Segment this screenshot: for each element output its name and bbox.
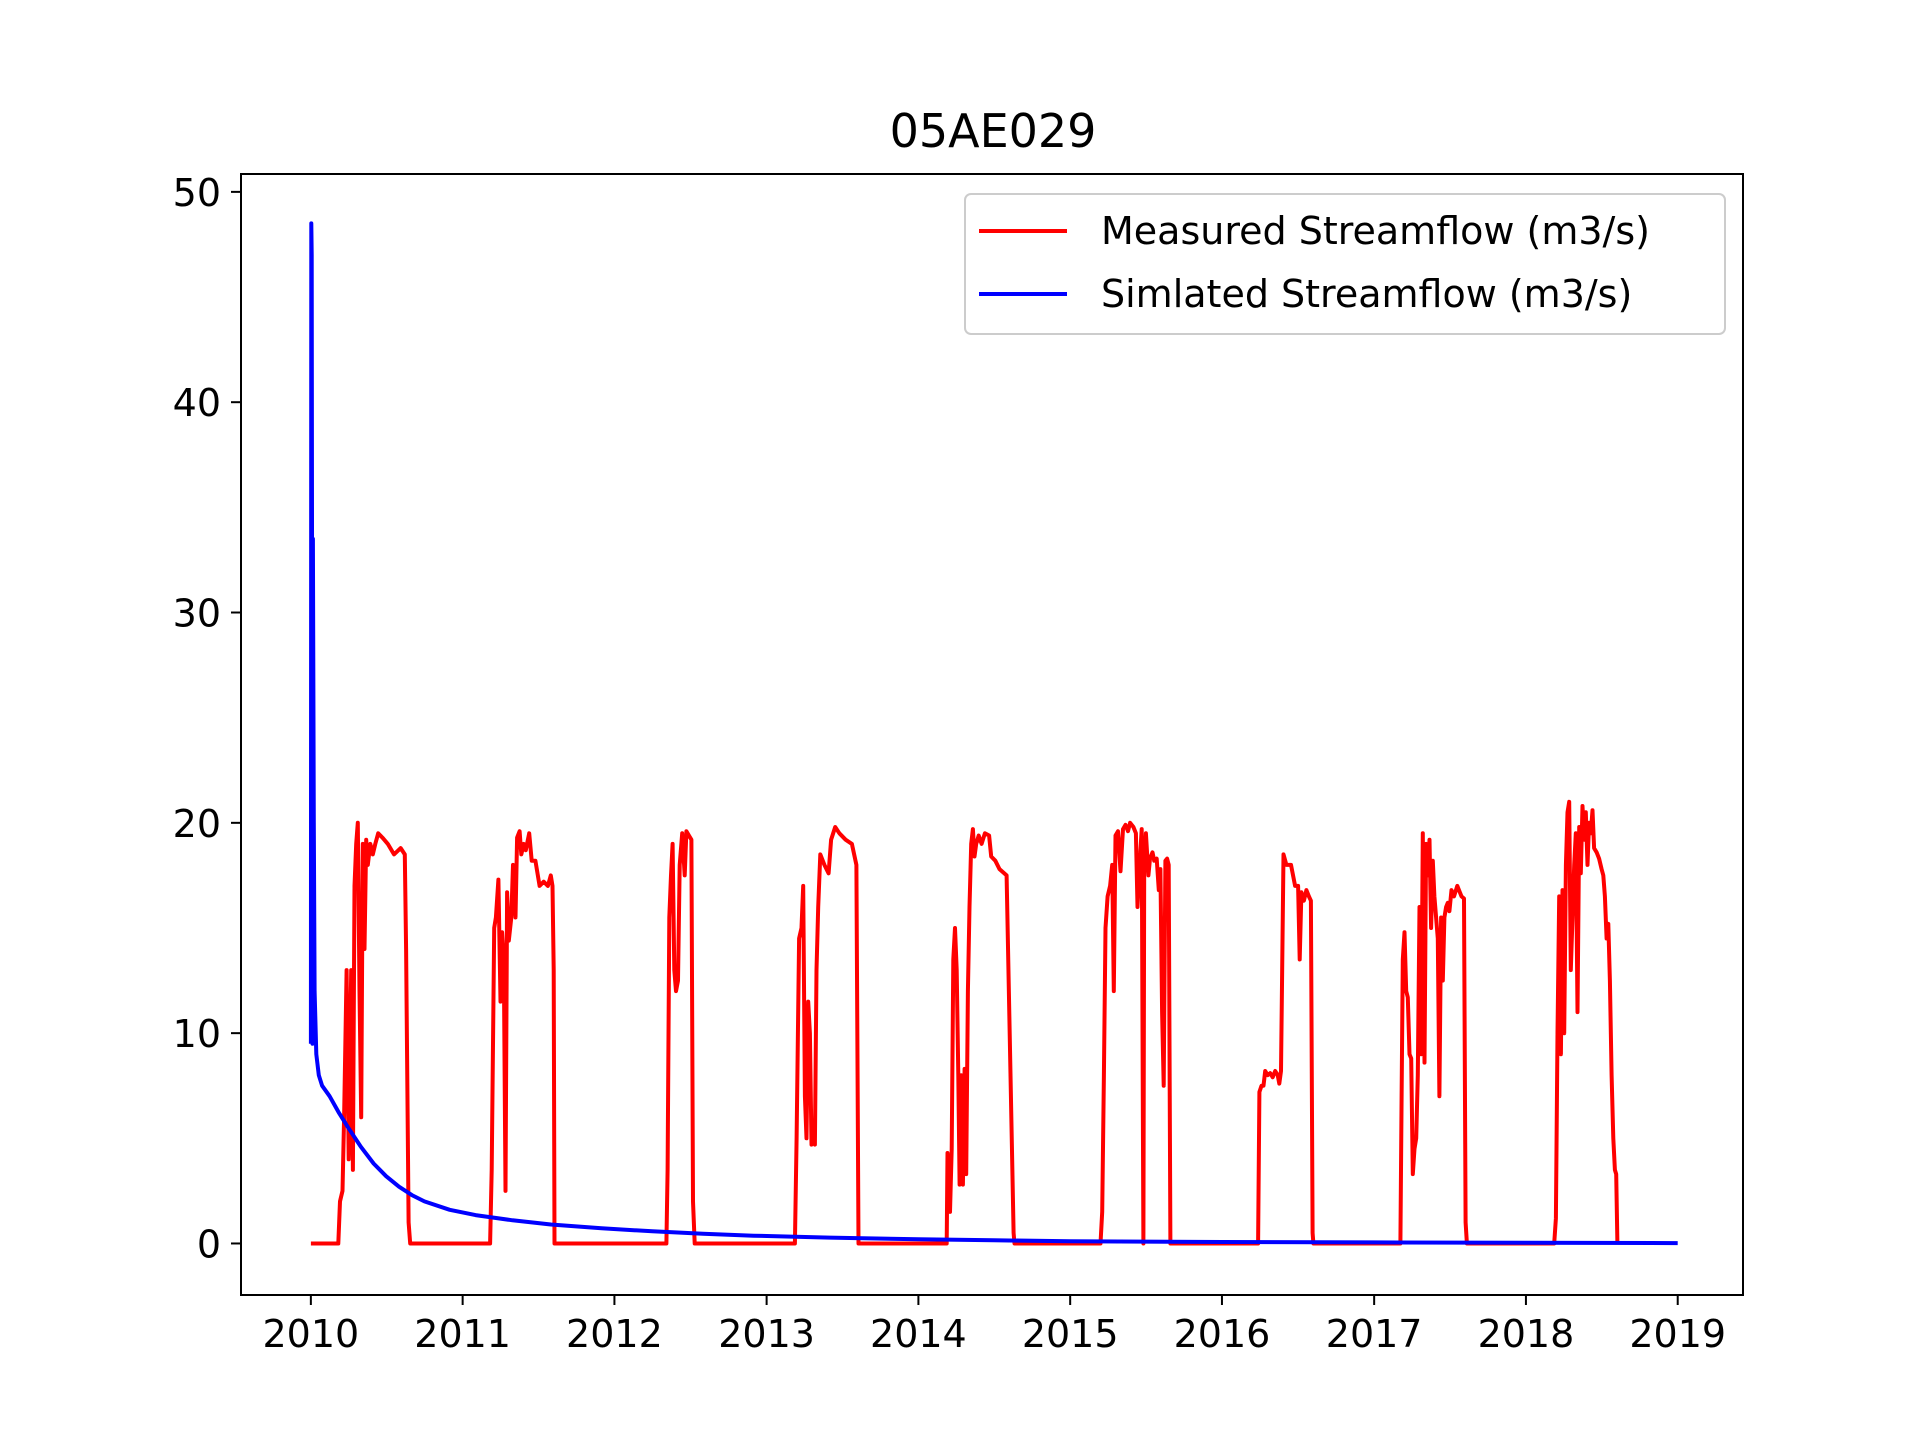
y-tick-label: 30 xyxy=(173,592,221,636)
legend-simulated-label: Simlated Streamflow (m3/s) xyxy=(1101,272,1632,316)
y-tick-label: 40 xyxy=(173,381,221,425)
x-tick-label: 2010 xyxy=(263,1312,360,1356)
x-tick-label: 2013 xyxy=(718,1312,815,1356)
y-tick-label: 50 xyxy=(173,171,221,215)
x-tick-label: 2017 xyxy=(1326,1312,1423,1356)
plot-frame xyxy=(240,173,1744,1296)
x-tick-label: 2015 xyxy=(1022,1312,1119,1356)
x-tick-label: 2016 xyxy=(1174,1312,1271,1356)
plot-area xyxy=(240,173,1744,1296)
x-tick-label: 2014 xyxy=(870,1312,967,1356)
x-tick-label: 2019 xyxy=(1629,1312,1726,1356)
x-axis: 2010 2011 2012 2013 2014 2015 2016 2017 2018 2019 xyxy=(263,1295,1726,1356)
legend: Measured Streamflow (m3/s) Simlated Stre… xyxy=(964,193,1726,335)
x-tick-label: 2011 xyxy=(414,1312,511,1356)
legend-measured-label: Measured Streamflow (m3/s) xyxy=(1101,209,1650,253)
x-tick-label: 2018 xyxy=(1478,1312,1575,1356)
y-tick-label: 10 xyxy=(173,1012,221,1056)
y-tick-label: 0 xyxy=(197,1222,221,1266)
measured-streamflow-line xyxy=(310,799,1620,1246)
legend-box xyxy=(964,193,1726,335)
y-axis: 0 10 20 30 40 50 xyxy=(173,171,241,1266)
simulated-streamflow-line xyxy=(308,221,1678,1246)
series-layer xyxy=(308,221,1678,1246)
y-tick-label: 20 xyxy=(173,802,221,846)
chart-title: 05AE029 xyxy=(890,104,1097,158)
x-tick-label: 2012 xyxy=(566,1312,663,1356)
